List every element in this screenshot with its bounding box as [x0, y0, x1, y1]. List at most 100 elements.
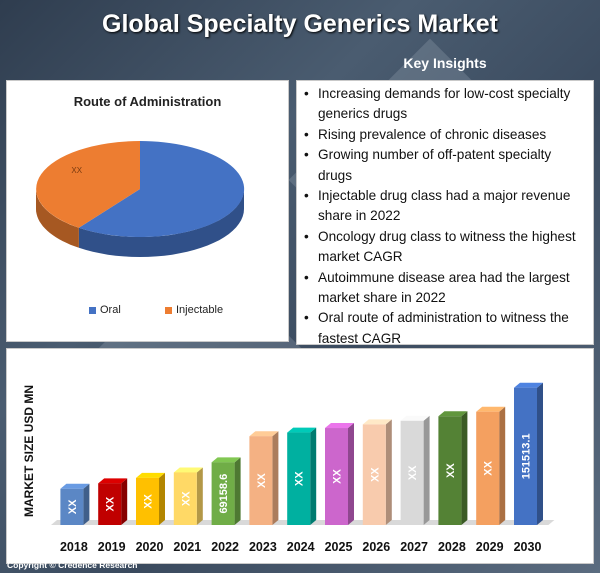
- pie-chart: XX: [36, 140, 245, 257]
- bar-side: [83, 483, 90, 525]
- bar-top: [514, 382, 543, 388]
- bar-value-label: XX: [445, 463, 457, 478]
- bar-value-label: XX: [294, 471, 306, 486]
- page-title: Global Specialty Generics Market: [102, 10, 498, 38]
- x-tick-label: 2030: [514, 540, 542, 554]
- bar-top: [476, 406, 506, 412]
- bar-value-label: XX: [256, 473, 268, 488]
- bar-value-label: 151513.1: [521, 433, 533, 479]
- bar-front: [60, 488, 84, 525]
- bar-side: [348, 423, 354, 525]
- bar-top: [98, 478, 128, 484]
- bar-side: [310, 427, 317, 525]
- bar-side: [385, 419, 392, 525]
- x-tick-label: 2020: [136, 540, 164, 554]
- legend-item-oral: Oral: [89, 304, 121, 316]
- bar-value-label: XX: [483, 460, 495, 475]
- bar-front: [249, 436, 273, 525]
- bar-2029: XX: [476, 406, 506, 525]
- bar-2027: XX: [400, 415, 430, 525]
- insight-item: Autoimmune disease area had the largest …: [301, 268, 587, 309]
- x-tick-label: 2018: [60, 540, 88, 554]
- bar-front: [438, 416, 462, 525]
- bar-value-label: XX: [105, 496, 117, 511]
- insight-item: Oral route of administration to witness …: [301, 308, 587, 349]
- bar-top: [325, 423, 354, 429]
- x-tick-label: 2025: [325, 540, 353, 554]
- bar-front: [211, 462, 235, 525]
- bar-front: [400, 420, 424, 525]
- bar-chart: XX 2018 XX 2019 XX 2020 XX 2021 69158.6 2022 XX 202…: [51, 382, 555, 554]
- x-tick-label: 2024: [287, 540, 315, 554]
- bar-front: [325, 428, 348, 525]
- x-tick-label: 2023: [249, 540, 277, 554]
- bar-side: [461, 411, 468, 525]
- bar-value-label: XX: [407, 465, 419, 480]
- insight-item: Injectable drug class had a major revenu…: [301, 186, 587, 227]
- bar-top: [211, 457, 241, 463]
- bar-top: [287, 427, 317, 433]
- pie-slice-oral: [78, 140, 245, 237]
- bar-side: [121, 478, 128, 525]
- pie-chart-title: Route of Administration: [73, 94, 222, 109]
- x-tick-label: 2028: [438, 540, 466, 554]
- pie-data-label: XX: [71, 166, 82, 175]
- bar-side: [537, 382, 543, 525]
- bar-top: [400, 415, 430, 421]
- x-tick-label: 2026: [362, 540, 390, 554]
- legend-swatch-injectable: [165, 306, 172, 314]
- bar-top: [136, 472, 165, 478]
- insight-item: Increasing demands for low-cost specialt…: [301, 84, 587, 125]
- bar-side: [234, 457, 241, 525]
- pie-slice-side-injectable: [36, 189, 79, 248]
- bar-side: [159, 472, 165, 525]
- bar-side: [272, 431, 279, 525]
- pie-slice-injectable: [36, 141, 140, 228]
- x-tick-label: 2022: [211, 540, 239, 554]
- bar-2018: XX: [60, 483, 90, 525]
- legend-label-oral: Oral: [100, 304, 121, 316]
- legend-swatch-oral: [89, 306, 96, 314]
- insight-item: Growing number of off-patent specialty d…: [301, 145, 587, 186]
- bar-2021: XX: [173, 467, 203, 525]
- bar-value-label: XX: [143, 493, 155, 508]
- x-tick-label: 2029: [476, 540, 504, 554]
- bar-front: [514, 387, 537, 525]
- key-insights-panel: Key Insights Increasing demands for low-…: [296, 55, 594, 346]
- legend-item-injectable: Injectable: [165, 304, 223, 316]
- bar-front: [362, 424, 386, 525]
- bar-top: [249, 431, 279, 437]
- legend-label-injectable: Injectable: [176, 304, 224, 316]
- bar-2028: XX: [438, 411, 468, 525]
- bar-front: [98, 483, 122, 525]
- bar-chart-panel: MARKET SIZE USD MN XX 2018 XX 2019 XX 2020 XX 2…: [6, 348, 594, 564]
- bar-front: [136, 477, 159, 525]
- bar-value-label: XX: [332, 469, 344, 484]
- bar-front: [287, 432, 311, 525]
- bar-2019: XX: [98, 478, 128, 525]
- x-tick-label: 2021: [173, 540, 201, 554]
- bar-2023: XX: [249, 431, 279, 525]
- bar-side: [499, 406, 506, 525]
- bar-2024: XX: [287, 427, 317, 525]
- key-insights-list: Increasing demands for low-cost specialt…: [297, 81, 593, 349]
- bar-value-label: 69158.6: [218, 474, 230, 514]
- bar-front: [173, 472, 197, 525]
- pie-chart-panel: Route of Administration XX Oral Injectab…: [6, 80, 289, 342]
- bar-2022: 69158.6: [211, 457, 241, 525]
- bar-value-label: XX: [180, 491, 192, 506]
- copyright-text: Copyright © Credence Research: [7, 560, 138, 570]
- bar-value-label: XX: [369, 467, 381, 482]
- bar-top: [173, 467, 203, 473]
- bar-2025: XX: [325, 423, 354, 525]
- key-insights-title: Key Insights: [403, 55, 487, 71]
- pie-slice-side-oral: [78, 189, 245, 257]
- bar-value-label: XX: [67, 499, 79, 514]
- insight-item: Oncology drug class to witness the highe…: [301, 227, 587, 268]
- x-tick-label: 2019: [98, 540, 126, 554]
- bar-top: [60, 483, 90, 489]
- bar-top: [362, 419, 392, 425]
- bar-side: [196, 467, 203, 525]
- bar-2026: XX: [362, 419, 392, 525]
- bar-front: [476, 411, 500, 525]
